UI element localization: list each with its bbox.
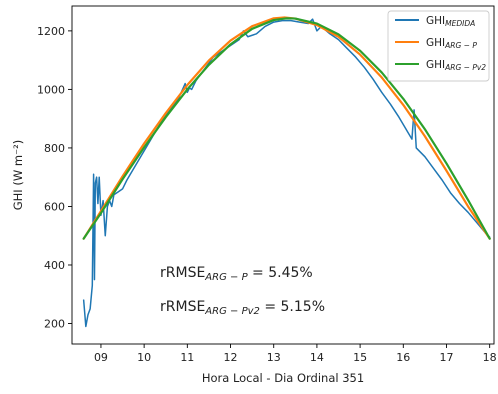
y-tick-label: 1200 <box>37 25 65 38</box>
annotations: rRMSEARG − P = 5.45% rRMSEARG − Pv2 = 5.1… <box>160 265 325 317</box>
x-tick-label: 15 <box>353 351 367 364</box>
x-tick-label: 09 <box>94 351 108 364</box>
y-tick-label: 800 <box>44 142 65 155</box>
x-tick-label: 16 <box>396 351 410 364</box>
rrmse-annotation-1: rRMSEARG − P = 5.45% <box>160 265 313 283</box>
legend: GHIMEDIDA GHIARG − P GHIARG − Pv2 <box>387 10 490 82</box>
series-layer <box>82 16 491 328</box>
y-tick-label: 600 <box>44 200 65 213</box>
series-line-3 <box>82 17 491 240</box>
y-axis-label: GHI (W m⁻²) <box>11 140 25 211</box>
legend-label-3: GHIARG − Pv2 <box>426 59 486 72</box>
plot-frame <box>71 5 495 345</box>
y-tick-label: 200 <box>44 318 65 331</box>
x-tick-label: 10 <box>137 351 151 364</box>
y-tick-label: 1000 <box>37 83 65 96</box>
rrmse-annotation-2: rRMSEARG − Pv2 = 5.15% <box>160 299 325 317</box>
x-axis: 09 10 11 12 13 14 15 16 17 18 <box>94 344 497 364</box>
x-tick-label: 14 <box>310 351 324 364</box>
x-axis-label: Hora Local - Dia Ordinal 351 <box>202 371 364 385</box>
legend-label-2: GHIARG − P <box>426 37 477 50</box>
x-tick-label: 11 <box>180 351 194 364</box>
x-tick-label: 18 <box>483 351 497 364</box>
x-tick-label: 17 <box>439 351 453 364</box>
x-tick-label: 12 <box>224 351 238 364</box>
y-tick-label: 400 <box>44 259 65 272</box>
y-axis: 200 400 600 800 1000 1200 <box>37 25 72 331</box>
series-line-2 <box>82 16 491 240</box>
legend-label-1: GHIMEDIDA <box>426 15 475 28</box>
x-tick-label: 13 <box>267 351 281 364</box>
